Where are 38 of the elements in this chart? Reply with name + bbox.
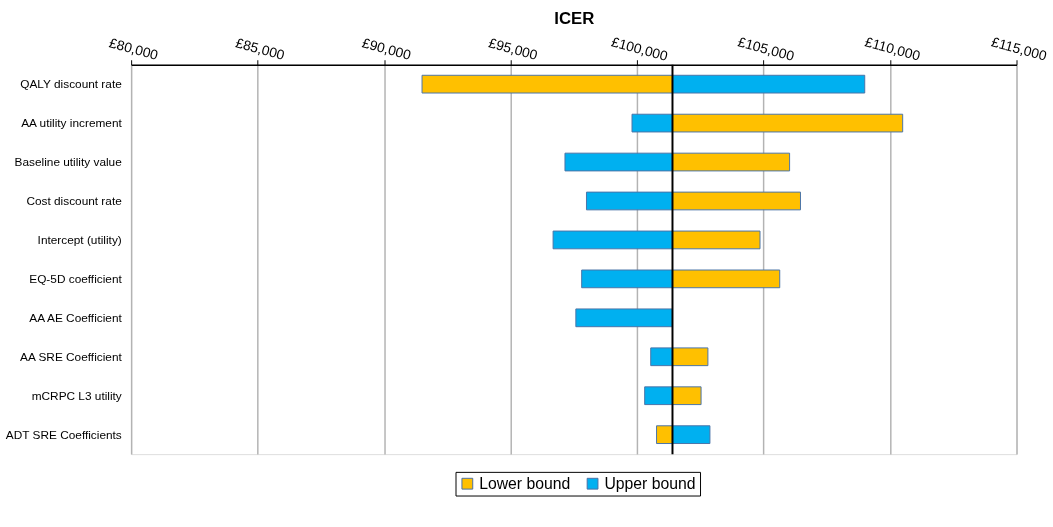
bar <box>671 347 709 367</box>
bar <box>671 152 791 172</box>
legend-label: Upper bound <box>604 474 696 492</box>
bar <box>671 425 711 445</box>
bar <box>564 152 673 172</box>
x-tick-label: £80,000 <box>107 35 160 63</box>
y-tick-label: Baseline utility value <box>14 154 123 169</box>
bar <box>552 230 673 250</box>
bar <box>671 386 702 406</box>
bar <box>671 113 904 133</box>
y-tick-label: EQ-5D coefficient <box>29 271 123 286</box>
y-tick-label: AA SRE Coefficient <box>20 349 123 364</box>
bar <box>656 425 673 445</box>
bar <box>421 74 673 94</box>
bar <box>631 113 673 133</box>
y-tick-label: Intercept (utility) <box>37 232 122 247</box>
x-tick-label: £110,000 <box>863 34 923 64</box>
bar <box>581 269 673 289</box>
bar <box>644 386 673 406</box>
bar <box>671 191 801 211</box>
bar <box>650 347 673 367</box>
y-tick-label: mCRPC L3 utility <box>31 388 122 403</box>
bar <box>575 308 673 328</box>
y-tick-label: ADT SRE Coefficients <box>5 427 122 442</box>
bar <box>671 74 866 94</box>
bar <box>671 230 761 250</box>
legend-label: Lower bound <box>479 474 571 492</box>
y-tick-label: QALY discount rate <box>20 77 123 92</box>
bar <box>671 269 781 289</box>
x-axis-title: ICER <box>554 8 595 28</box>
bar <box>585 191 673 211</box>
x-tick-label: £95,000 <box>486 35 540 63</box>
y-tick-label: Cost discount rate <box>26 193 123 208</box>
x-tick-label: £90,000 <box>360 35 413 63</box>
y-tick-label: AA AE Coefficient <box>29 310 123 325</box>
x-tick-label: £85,000 <box>234 35 287 63</box>
y-tick-label: AA utility increment <box>21 116 123 131</box>
x-tick-label: £115,000 <box>989 34 1049 64</box>
